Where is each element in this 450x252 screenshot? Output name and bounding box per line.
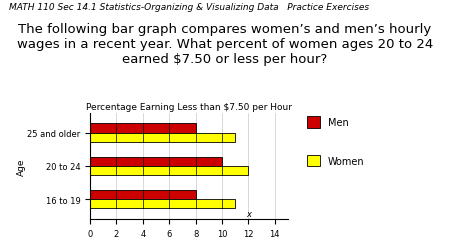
Bar xyxy=(90,157,222,166)
Y-axis label: Age: Age xyxy=(17,158,26,175)
Bar xyxy=(90,166,248,176)
Text: The following bar graph compares women’s and men’s hourly
wages in a recent year: The following bar graph compares women’s… xyxy=(17,23,433,66)
Bar xyxy=(90,199,235,209)
Bar xyxy=(90,124,196,133)
Text: x: x xyxy=(246,210,251,218)
Title: Percentage Earning Less than $7.50 per Hour: Percentage Earning Less than $7.50 per H… xyxy=(86,102,292,111)
Text: MATH 110 Sec 14.1 Statistics-Organizing & Visualizing Data   Practice Exercises: MATH 110 Sec 14.1 Statistics-Organizing … xyxy=(9,3,369,12)
Legend: Men, Women: Men, Women xyxy=(303,113,369,170)
Bar xyxy=(90,190,196,199)
Bar xyxy=(90,133,235,142)
